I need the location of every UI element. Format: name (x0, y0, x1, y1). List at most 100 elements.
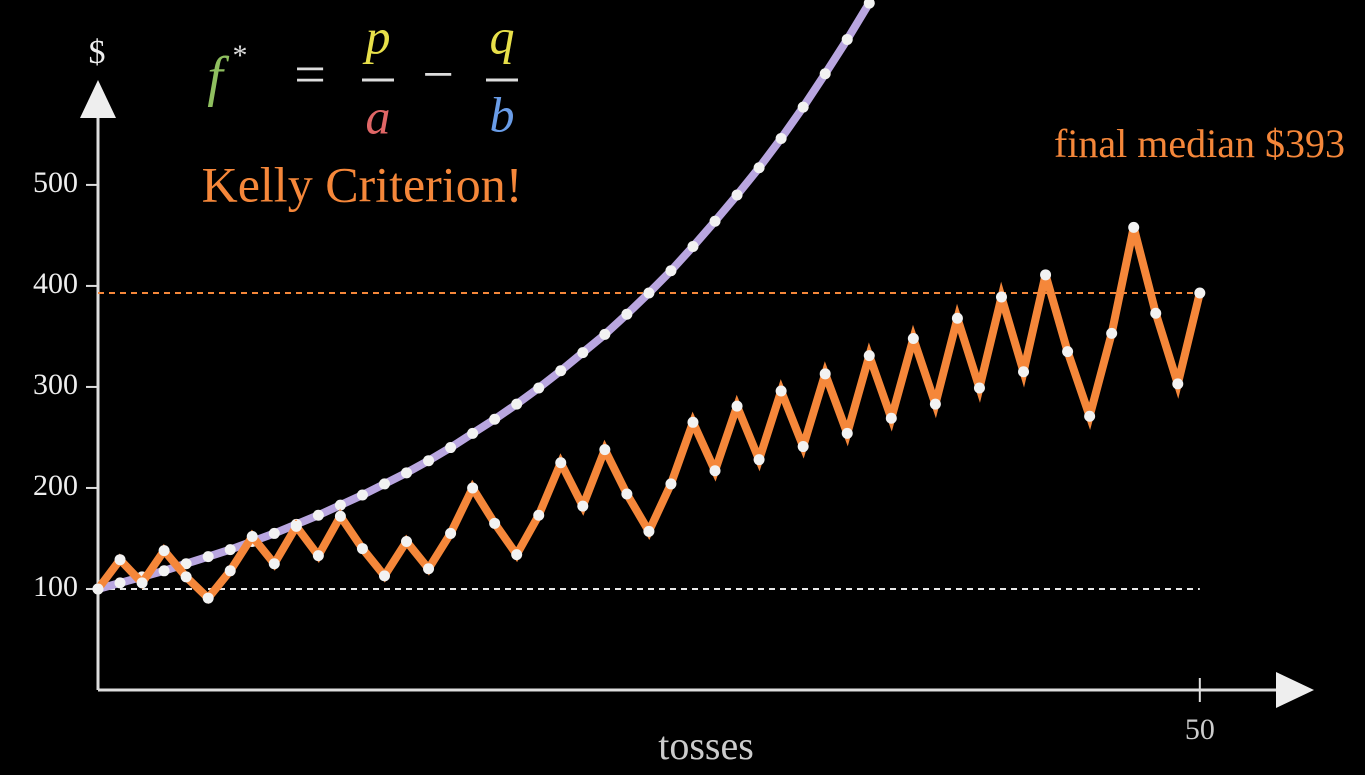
data-point (246, 530, 258, 542)
data-point (136, 577, 148, 589)
data-point (445, 527, 457, 539)
y-tick-label: 500 (33, 166, 78, 199)
data-point (753, 162, 765, 174)
y-tick-label: 100 (33, 570, 78, 603)
annotation: final median $393 (1054, 121, 1345, 166)
formula-b: b (490, 86, 515, 142)
data-point (555, 457, 567, 469)
data-point (356, 543, 368, 555)
data-point (709, 465, 721, 477)
data-point (841, 33, 853, 45)
data-point (753, 454, 765, 466)
formula-q: q (490, 8, 515, 64)
data-point (114, 554, 126, 566)
data-point (1106, 327, 1118, 339)
data-point (929, 398, 941, 410)
data-point (312, 509, 324, 521)
x-tick-label: 50 (1185, 713, 1215, 746)
data-point (467, 482, 479, 494)
data-point (401, 536, 413, 548)
data-point (819, 368, 831, 380)
data-point (356, 489, 368, 501)
y-axis-arrow (80, 80, 116, 118)
data-point (1150, 307, 1162, 319)
data-point (599, 328, 611, 340)
data-point (224, 544, 236, 556)
data-point (643, 287, 655, 299)
data-point (1194, 287, 1206, 299)
data-point (577, 347, 589, 359)
data-point (731, 400, 743, 412)
data-point (511, 549, 523, 561)
chart-title: Kelly Criterion! (202, 156, 523, 212)
data-point (489, 413, 501, 425)
data-point (731, 189, 743, 201)
data-point (334, 510, 346, 522)
data-point (643, 525, 655, 537)
data-point (423, 563, 435, 575)
y-tick-label: 300 (33, 368, 78, 401)
data-point (114, 577, 126, 589)
data-point (92, 583, 104, 595)
data-point (511, 398, 523, 410)
data-point (797, 441, 809, 453)
data-point (951, 312, 963, 324)
formula: f * = p a − q b (207, 8, 518, 144)
data-point (665, 478, 677, 490)
data-point (312, 550, 324, 562)
data-point (158, 545, 170, 557)
data-point (885, 412, 897, 424)
formula-minus: − (422, 44, 454, 106)
data-point (775, 385, 787, 397)
formula-a: a (366, 88, 391, 144)
y-tick-label: 400 (33, 267, 78, 300)
data-point (797, 101, 809, 113)
data-point (577, 500, 589, 512)
data-point (378, 570, 390, 582)
data-point (665, 265, 677, 277)
data-point (1172, 378, 1184, 390)
data-point (180, 571, 192, 583)
data-point (158, 565, 170, 577)
data-point (863, 0, 875, 9)
formula-equals: = (294, 44, 326, 106)
data-point (687, 241, 699, 253)
data-point (1040, 269, 1052, 281)
data-point (687, 416, 699, 428)
data-point (467, 427, 479, 439)
formula-f: f (207, 46, 230, 108)
data-point (555, 365, 567, 377)
data-point (180, 558, 192, 570)
data-point (378, 478, 390, 490)
data-point (1018, 366, 1030, 378)
data-point (1062, 346, 1074, 358)
y-axis-label: $ (89, 34, 106, 71)
data-point (907, 332, 919, 344)
x-axis-label: tosses (658, 723, 754, 768)
data-point (202, 551, 214, 563)
x-axis-arrow (1276, 672, 1314, 708)
data-point (621, 488, 633, 500)
data-point (268, 558, 280, 570)
data-point (489, 517, 501, 529)
data-point (995, 291, 1007, 303)
data-point (775, 132, 787, 144)
data-point (599, 444, 611, 456)
data-point (224, 565, 236, 577)
data-point (268, 527, 280, 539)
data-point (290, 520, 302, 532)
data-point (973, 382, 985, 394)
y-tick-label: 200 (33, 469, 78, 502)
formula-star: * (233, 39, 248, 72)
data-point (445, 442, 457, 454)
data-point (334, 499, 346, 511)
series-line (94, 226, 1204, 604)
data-point (1084, 410, 1096, 422)
data-point (863, 350, 875, 362)
data-point (401, 467, 413, 479)
data-point (533, 382, 545, 394)
data-point (819, 68, 831, 80)
formula-p: p (363, 8, 391, 64)
data-point (841, 427, 853, 439)
